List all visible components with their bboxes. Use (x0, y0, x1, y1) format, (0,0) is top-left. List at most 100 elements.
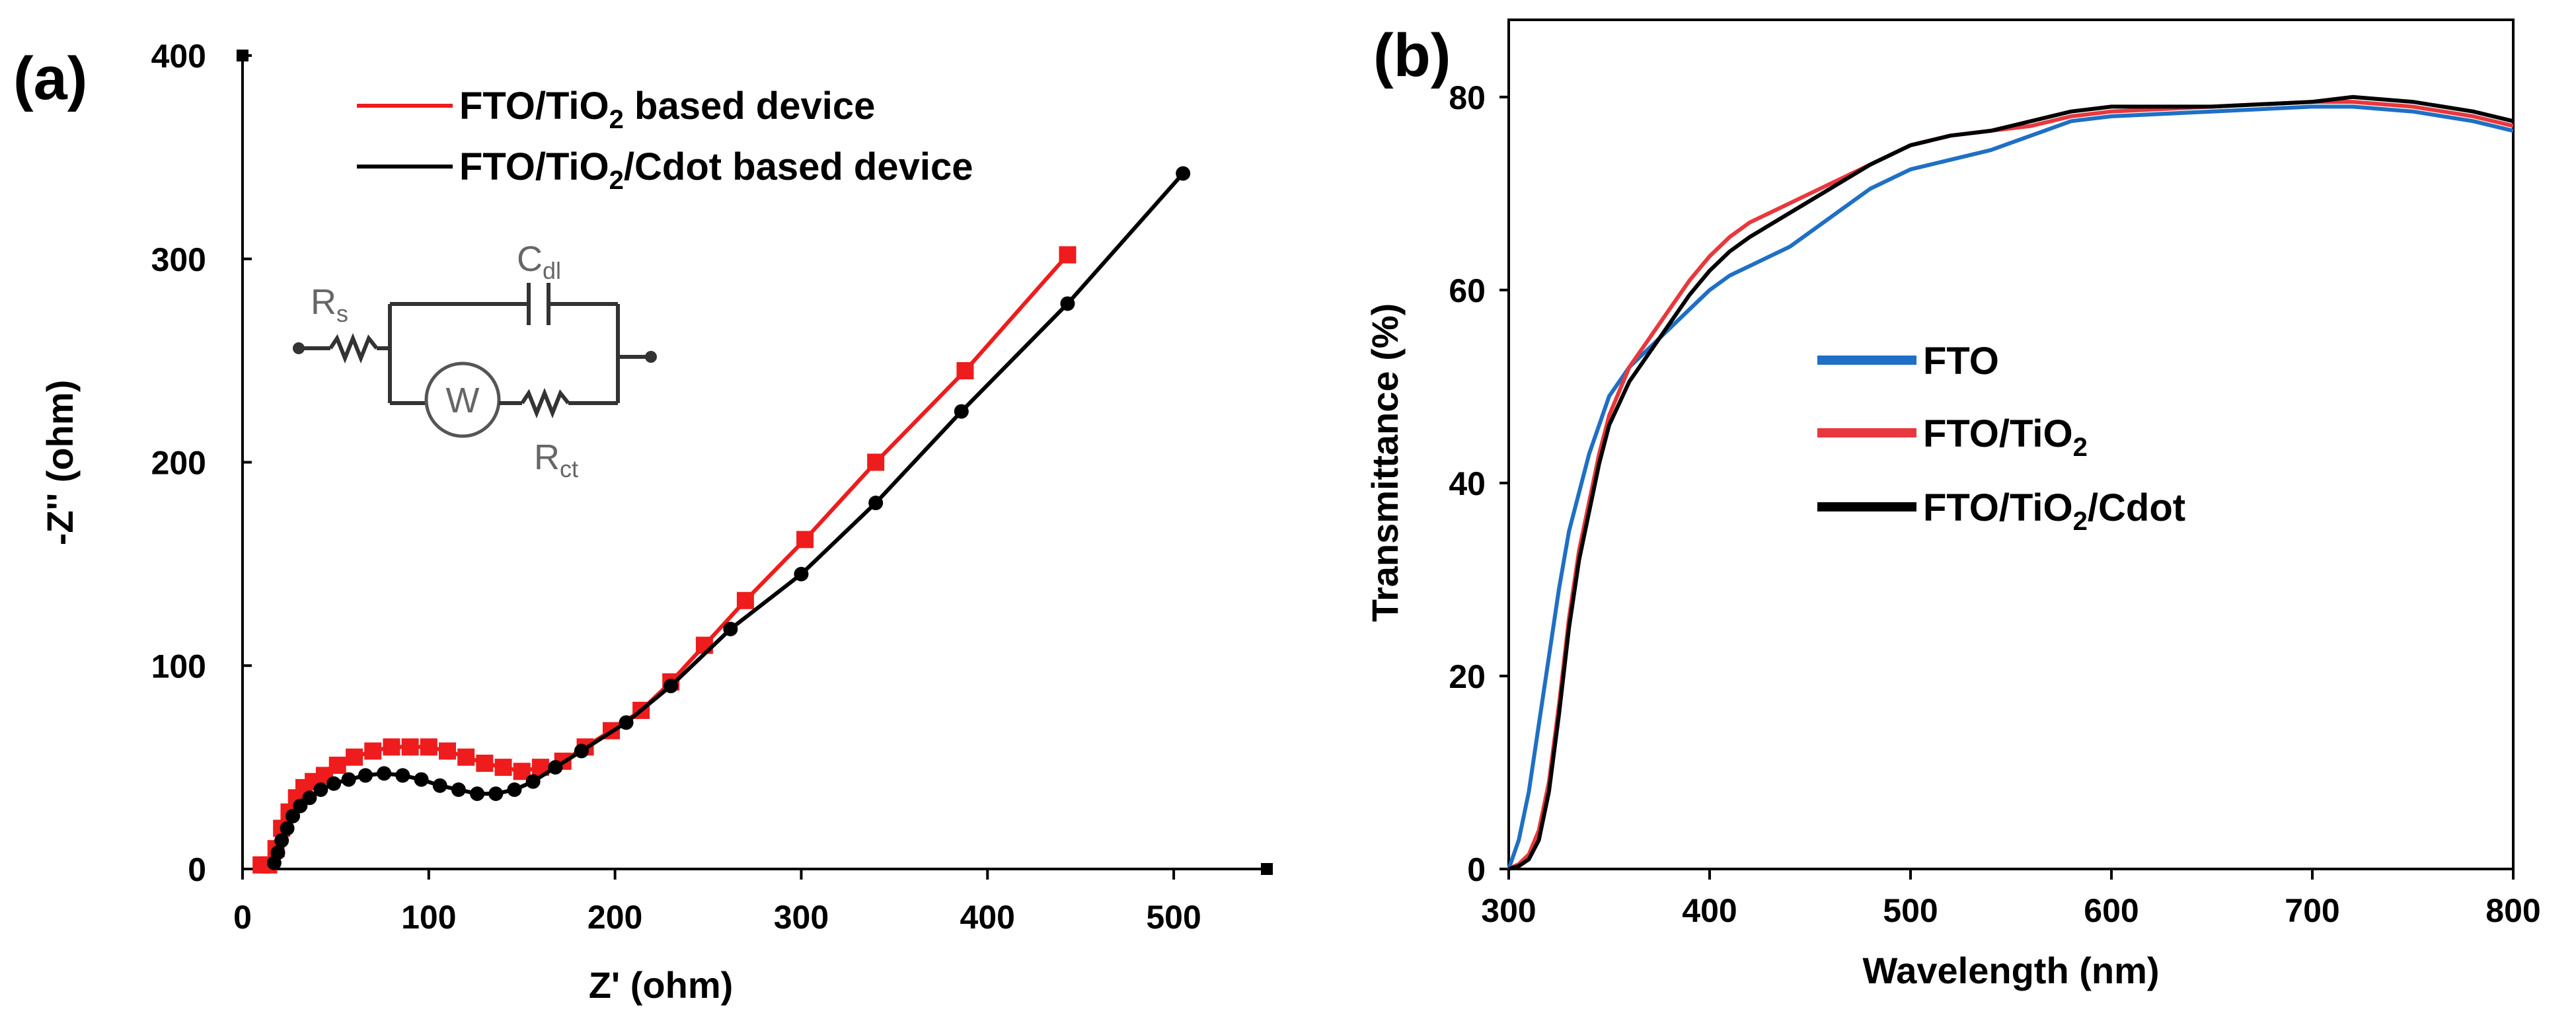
y-tick-label: 60 (1449, 272, 1486, 309)
y-tick-label: 0 (188, 851, 206, 888)
x-tick-label: 300 (774, 899, 829, 936)
legend-label-b-2: FTO/TiO2/Cdot (1923, 486, 2185, 536)
panel-a-x-axis-end-marker (1261, 863, 1273, 875)
data-point-a-1 (432, 778, 447, 793)
data-point-a-1 (548, 760, 563, 775)
data-point-a-0 (867, 453, 885, 471)
data-point-a-1 (1060, 296, 1075, 311)
data-point-a-1 (470, 786, 485, 802)
legend-label-b-0: FTO (1923, 340, 1999, 383)
data-point-a-1 (313, 782, 328, 797)
data-point-a-0 (494, 759, 512, 776)
inset-resistor-rs (328, 332, 379, 364)
inset-rct-sub: ct (560, 455, 578, 482)
legend-label-a-1-sub: 2 (609, 166, 624, 195)
legend-label-a-0-tail: based device (624, 85, 875, 128)
y-tick-label: 300 (151, 241, 206, 278)
series-line-b-1 (1507, 100, 2514, 871)
inset-rct-main: R (534, 437, 560, 477)
panel-a-x-ticks: 0 100 200 300 400 500 (233, 869, 1201, 936)
inset-cdl-sub: dl (543, 257, 561, 284)
legend-label-a-0: FTO/TiO2 based device (459, 85, 875, 134)
data-point-a-1 (723, 621, 738, 636)
inset-cdl-main: C (517, 239, 543, 279)
panel-a-y-axis-label: -Z'' (ohm) (39, 380, 81, 546)
x-tick-label: 100 (401, 899, 456, 936)
data-point-a-1 (358, 768, 373, 783)
series-line-b-2 (1508, 94, 2514, 871)
y-tick-label: 0 (1467, 851, 1486, 888)
inset-labels: Rs Cdl W Rct (311, 239, 578, 482)
panel-b-y-axis-label: Transmittance (%) (1364, 303, 1406, 622)
y-tick-label: 80 (1449, 79, 1486, 116)
data-point-a-1 (302, 790, 317, 806)
inset-warburg-element (424, 361, 501, 438)
x-tick-label: 600 (2084, 892, 2139, 929)
y-tick-label: 400 (151, 38, 206, 75)
data-point-a-1 (280, 821, 295, 836)
chart-panel-b: (b) 0 20 40 60 80 300 400 500 600 700 800 Wavelen… (1364, 19, 2541, 991)
data-point-a-0 (328, 757, 346, 774)
panel-a-x-axis-label: Z' (ohm) (589, 964, 734, 1006)
data-point-a-0 (401, 738, 419, 756)
data-point-a-0 (1059, 246, 1077, 264)
series-line-b-0 (1507, 104, 2514, 870)
panel-b-x-axis-label: Wavelength (nm) (1862, 950, 2159, 991)
legend-label-b-2-main: FTO/TiO (1923, 486, 2073, 529)
y-tick-label: 200 (151, 445, 206, 482)
panel-a-y-ticks: 0 100 200 300 400 (151, 38, 252, 888)
y-tick-label: 40 (1449, 465, 1486, 502)
panel-b-series (1507, 94, 2514, 871)
data-point-a-1 (377, 766, 392, 781)
inset-terminal-right (645, 351, 657, 363)
legend-label-b-2-tail: /Cdot (2088, 486, 2185, 529)
data-point-a-1 (274, 833, 289, 848)
y-tick-label: 20 (1449, 658, 1486, 695)
data-point-a-1 (451, 782, 466, 797)
inset-rs-sub: s (336, 300, 348, 327)
legend-label-b-1-main: FTO/TiO (1923, 412, 2073, 455)
inset-terminal-left (293, 342, 305, 354)
data-point-a-0 (476, 754, 494, 772)
data-point-a-0 (420, 738, 437, 756)
legend-label-b-0-main: FTO (1923, 340, 1999, 383)
inset-rs-label: Rs (311, 282, 348, 327)
data-point-a-1 (1176, 166, 1191, 181)
data-point-a-1 (285, 808, 301, 823)
data-point-a-0 (736, 591, 754, 609)
data-point-a-1 (341, 772, 356, 787)
x-tick-label: 0 (233, 899, 252, 936)
legend-label-a-0-main: FTO/TiO (459, 85, 609, 128)
legend-label-a-1-tail: /Cdot based device (624, 145, 973, 188)
inset-rs-main: R (311, 282, 336, 322)
panel-a-series (252, 166, 1191, 874)
x-tick-label: 500 (1883, 892, 1938, 929)
panel-a-label: (a) (13, 45, 87, 112)
data-point-a-1 (663, 679, 679, 694)
y-tick-label: 100 (151, 648, 206, 685)
x-tick-label: 700 (2285, 892, 2339, 929)
data-point-a-1 (270, 845, 285, 860)
panel-b-label: (b) (1373, 22, 1451, 89)
data-point-a-1 (414, 772, 429, 787)
chart-panel-a: (a) 0 100 200 300 400 0 100 200 300 400 500 Z' (o… (13, 38, 1273, 1006)
x-tick-label: 300 (1481, 892, 1536, 929)
data-point-a-0 (364, 742, 382, 760)
x-tick-label: 800 (2485, 892, 2540, 929)
data-point-a-0 (956, 362, 974, 380)
data-point-a-1 (868, 496, 884, 511)
inset-w-label: W (446, 381, 480, 420)
inset-equivalent-circuit (293, 283, 657, 438)
panel-b-y-ticks: 0 20 40 60 80 (1449, 79, 1509, 888)
data-point-a-1 (619, 715, 634, 730)
data-point-a-1 (794, 566, 809, 582)
panel-b-plot-frame (1507, 19, 2515, 870)
legend-label-b-2-sub: 2 (2073, 507, 2088, 536)
data-point-a-0 (383, 738, 400, 756)
legend-label-b-1-sub: 2 (2073, 433, 2088, 462)
panel-b-legend: FTO FTO/TiO2 FTO/TiO2/Cdot (1817, 340, 2185, 536)
legend-label-a-1: FTO/TiO2/Cdot based device (459, 145, 973, 195)
inset-rct-label: Rct (534, 437, 578, 482)
x-tick-label: 400 (960, 899, 1015, 936)
